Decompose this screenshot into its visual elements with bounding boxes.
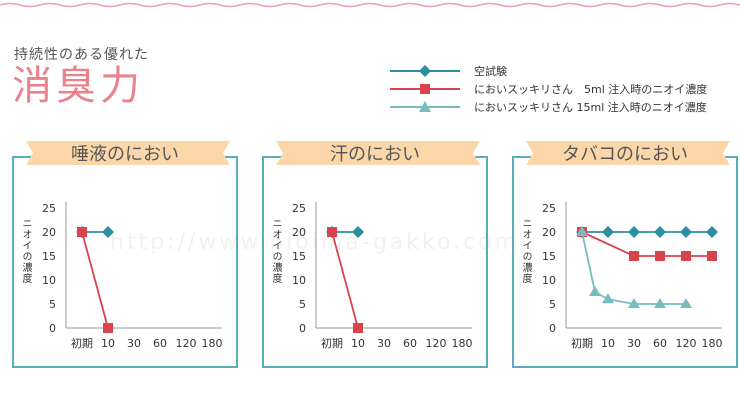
chart-plot: 0 5 10 15 20 25 初期 10 30 60 120 180 — [542, 202, 723, 350]
data-point — [654, 226, 666, 238]
data-point — [103, 323, 113, 333]
data-point — [589, 286, 601, 296]
legend-marker-diamond-icon — [390, 65, 460, 77]
y-tick-label: 25 — [42, 202, 56, 215]
series-line — [331, 231, 359, 329]
y-tick-label: 10 — [542, 274, 556, 287]
panel-frame — [262, 156, 488, 368]
x-tick-label: 60 — [653, 337, 667, 350]
x-tick-label: 10 — [101, 337, 115, 350]
y-tick-label: 20 — [292, 226, 306, 239]
legend-label: においスッキリさん 5ml 注入時のニオイ濃度 — [474, 83, 708, 96]
top-decorative-line — [0, 2, 740, 8]
y-tick-label: 5 — [549, 298, 556, 311]
panel-title-banner — [526, 141, 730, 165]
x-tick-label: 30 — [377, 337, 391, 350]
x-tick-label: 初期 — [71, 336, 93, 350]
data-point — [655, 251, 665, 261]
legend-label: においスッキリさん 15ml 注入時のニオイ濃度 — [474, 101, 707, 114]
y-tick-label: 15 — [42, 250, 56, 263]
x-tick-label: 120 — [676, 337, 697, 350]
y-tick-label: 0 — [49, 322, 56, 335]
panel-title-banner — [276, 141, 480, 165]
x-tick-label: 10 — [351, 337, 365, 350]
chart-title: 汗のにおい — [330, 144, 420, 165]
y-axis-label: ニオイの濃度 — [20, 218, 31, 284]
x-tick-label: 180 — [702, 337, 723, 350]
y-tick-label: 15 — [542, 250, 556, 263]
page-subtitle: 持続性のある優れた — [14, 47, 149, 63]
x-tick-label: 180 — [452, 337, 473, 350]
y-tick-label: 20 — [42, 226, 56, 239]
panel-frame — [12, 156, 238, 368]
chart-panel-tobacco: タバコのにおい ニオイの濃度 0 5 10 15 20 25 初期 10 30 60 120 180 — [512, 141, 738, 368]
x-tick-label: 60 — [153, 337, 167, 350]
chart-panel-saliva: 唾液のにおい ニオイの濃度 0 5 10 15 20 25 初期 10 30 60 120 180 — [12, 141, 238, 368]
x-tick-label: 180 — [202, 337, 223, 350]
y-tick-label: 20 — [542, 226, 556, 239]
panel-frame — [512, 156, 738, 368]
data-point — [680, 298, 692, 308]
data-point — [681, 251, 691, 261]
y-tick-label: 25 — [542, 202, 556, 215]
series-line — [81, 231, 109, 329]
y-tick-label: 25 — [292, 202, 306, 215]
y-tick-label: 15 — [292, 250, 306, 263]
x-tick-label: 60 — [403, 337, 417, 350]
chart-plot: 0 5 10 15 20 25 初期 10 30 60 120 180 — [292, 202, 473, 350]
chart-panel-sweat: 汗のにおい ニオイの濃度 0 5 10 15 20 25 初期 10 30 60 120 180 — [262, 141, 488, 368]
y-tick-label: 10 — [42, 274, 56, 287]
data-point — [628, 298, 640, 308]
legend-item-15ml: においスッキリさん 15ml 注入時のニオイ濃度 — [388, 98, 740, 116]
x-tick-label: 初期 — [571, 336, 593, 350]
x-tick-label: 初期 — [321, 336, 343, 350]
legend-item-control: 空試験 — [388, 62, 740, 80]
data-point — [629, 251, 639, 261]
x-tick-label: 10 — [601, 337, 615, 350]
legend-item-5ml: においスッキリさん 5ml 注入時のニオイ濃度 — [388, 80, 740, 98]
data-point — [576, 226, 588, 236]
page-title: 消臭力 — [12, 63, 144, 109]
data-point — [602, 293, 614, 304]
legend-label: 空試験 — [474, 65, 507, 78]
data-point — [680, 226, 692, 238]
data-point — [654, 298, 666, 308]
data-point — [77, 227, 87, 237]
series-line — [581, 231, 712, 257]
data-point — [706, 226, 718, 238]
chart-plot: 0 5 10 15 20 25 初期 10 30 60 120 180 — [42, 202, 223, 350]
x-tick-label: 30 — [627, 337, 641, 350]
data-point — [707, 251, 717, 261]
panel-title-banner — [26, 141, 230, 165]
x-tick-label: 120 — [176, 337, 197, 350]
y-tick-label: 0 — [549, 322, 556, 335]
y-tick-label: 5 — [299, 298, 306, 311]
x-tick-label: 30 — [127, 337, 141, 350]
data-point — [602, 226, 614, 238]
y-tick-label: 0 — [299, 322, 306, 335]
data-point — [628, 226, 640, 238]
legend-marker-square-icon — [390, 84, 460, 94]
data-point — [102, 226, 114, 238]
data-point — [327, 227, 337, 237]
x-tick-label: 120 — [426, 337, 447, 350]
y-axis-label: ニオイの濃度 — [270, 218, 281, 284]
chart-title: タバコのにおい — [562, 144, 688, 165]
data-point — [352, 226, 364, 238]
chart-title: 唾液のにおい — [71, 144, 179, 165]
legend-marker-triangle-icon — [390, 101, 460, 112]
y-tick-label: 10 — [292, 274, 306, 287]
y-tick-label: 5 — [49, 298, 56, 311]
series-line — [581, 231, 686, 305]
y-axis-label: ニオイの濃度 — [520, 218, 531, 284]
data-point — [353, 323, 363, 333]
